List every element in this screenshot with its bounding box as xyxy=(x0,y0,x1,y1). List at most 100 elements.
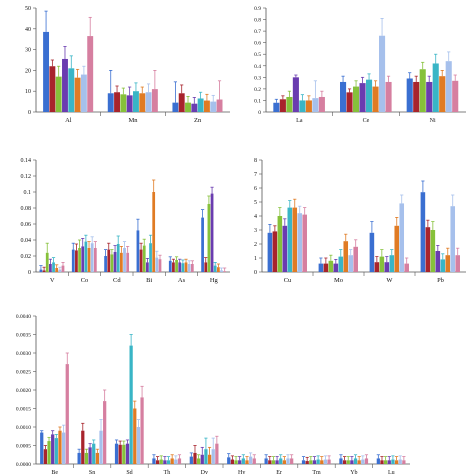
bar-mo-4 xyxy=(333,263,339,272)
bar-lu-4 xyxy=(387,460,391,464)
y-tick-label: 0 xyxy=(28,270,31,276)
bar-er-2 xyxy=(268,460,272,464)
bar-sd-7 xyxy=(136,427,141,464)
bar-cu-3 xyxy=(277,216,283,272)
bar-bi-1 xyxy=(136,230,140,272)
bar-yb-1 xyxy=(339,458,343,464)
bar-w-7 xyxy=(399,203,405,272)
bar-lu-8 xyxy=(402,460,406,464)
chart-panel-2: 0 0.1 0.2 0.3 0.4 0.5 0.6 0.7 0.8 0.9 La Ce Ni xyxy=(254,6,466,124)
bar-bi-3 xyxy=(142,245,146,272)
bar-be-7 xyxy=(61,432,66,464)
y-tick-label: 0.0010 xyxy=(16,425,31,431)
bar-dy-8 xyxy=(215,443,219,464)
bar-tm-7 xyxy=(323,459,328,464)
y-tick-label: 4 xyxy=(254,214,257,220)
y-tick-label: 0.4 xyxy=(254,64,261,70)
bar-as-7 xyxy=(187,264,191,272)
bar-sd-6 xyxy=(133,408,137,464)
bar-lu-5 xyxy=(391,459,395,464)
bar-cd-4 xyxy=(113,252,117,272)
bar-sd-5 xyxy=(129,345,133,464)
bar-hy-7 xyxy=(248,456,253,464)
bar-la-7 xyxy=(312,98,319,112)
bar-co-4 xyxy=(81,246,85,272)
y-tick-label: 6 xyxy=(254,186,257,192)
bar-v-4 xyxy=(49,264,52,272)
bar-v-5 xyxy=(52,262,55,272)
bar-ni-3 xyxy=(419,69,426,112)
bar-sn-6 xyxy=(95,452,99,464)
bar-dy-2 xyxy=(193,452,197,464)
y-tick-label: 0.0000 xyxy=(16,462,31,468)
y-tick-label: 0.0030 xyxy=(16,351,31,357)
bar-be-8 xyxy=(65,364,69,464)
y-tick-label: 30 xyxy=(25,48,31,54)
y-tick-label: 0.0005 xyxy=(16,444,31,450)
bar-tm-8 xyxy=(327,459,331,464)
y-tick-label: 0.12 xyxy=(21,174,32,180)
y-tick-label: 0 xyxy=(254,270,257,276)
bar-er-5 xyxy=(279,458,283,464)
chart-panel-1: 0 10 20 30 40 50 Al Mn Zn xyxy=(25,6,230,124)
bar-cu-4 xyxy=(282,225,288,272)
bar-ce-8 xyxy=(385,81,392,112)
bar-th-3 xyxy=(159,459,163,464)
bar-w-8 xyxy=(404,263,409,272)
bar-be-1 xyxy=(40,432,44,464)
bar-ni-7 xyxy=(445,61,452,112)
bar-v-2 xyxy=(42,270,46,272)
bar-w-2 xyxy=(374,262,380,272)
bar-cd-7 xyxy=(123,248,126,272)
bar-w-3 xyxy=(379,256,385,272)
bar-la-5 xyxy=(299,100,306,112)
bar-co-5 xyxy=(84,241,88,272)
bar-zn-3 xyxy=(185,102,191,112)
bar-mo-3 xyxy=(328,260,334,272)
y-tick-label: 0.0020 xyxy=(16,388,31,394)
y-tick-label: 0.7 xyxy=(254,29,261,35)
y-tick-label: 0 xyxy=(258,110,261,116)
bar-ni-8 xyxy=(452,80,459,112)
bar-pb-1 xyxy=(420,192,426,272)
bar-as-6 xyxy=(184,262,188,272)
bar-sd-3 xyxy=(122,444,126,464)
bar-v-6 xyxy=(55,268,59,272)
bar-mo-5 xyxy=(338,256,344,272)
bar-ce-2 xyxy=(346,92,353,112)
bar-dy-5 xyxy=(204,449,208,464)
bar-bi-4 xyxy=(146,262,149,272)
bar-al-8 xyxy=(87,36,94,112)
bar-al-7 xyxy=(80,74,87,112)
y-tick-label: 50 xyxy=(25,6,31,12)
x-category-label: Er xyxy=(276,470,282,474)
bar-w-5 xyxy=(389,255,395,272)
bar-be-3 xyxy=(47,441,51,464)
bar-hy-3 xyxy=(234,460,238,464)
x-category-label: Lu xyxy=(388,470,395,474)
bar-hy-1 xyxy=(227,457,231,464)
bar-bi-5 xyxy=(149,243,152,272)
bar-yb-6 xyxy=(357,460,361,464)
bar-ce-1 xyxy=(340,81,347,112)
bar-ce-7 xyxy=(379,35,386,113)
bar-co-6 xyxy=(87,248,91,272)
bar-mn-7 xyxy=(145,92,152,112)
bar-cd-6 xyxy=(119,252,123,272)
bar-ni-4 xyxy=(426,81,433,112)
bar-yb-2 xyxy=(342,460,347,464)
bar-al-6 xyxy=(74,77,81,112)
bar-mo-2 xyxy=(323,263,329,272)
y-tick-label: 0.2 xyxy=(254,87,261,93)
bar-as-2 xyxy=(172,262,175,272)
bar-sd-8 xyxy=(140,397,144,464)
y-tick-label: 0.08 xyxy=(21,206,32,212)
bar-yb-8 xyxy=(364,458,369,464)
x-category-label: Hg xyxy=(210,277,219,284)
x-category-label: Ni xyxy=(430,118,436,124)
bar-as-4 xyxy=(178,262,182,272)
bar-be-2 xyxy=(43,449,48,464)
y-tick-label: 0.8 xyxy=(254,18,261,24)
y-tick-label: 0.1 xyxy=(254,98,261,104)
bar-sn-7 xyxy=(99,430,103,464)
